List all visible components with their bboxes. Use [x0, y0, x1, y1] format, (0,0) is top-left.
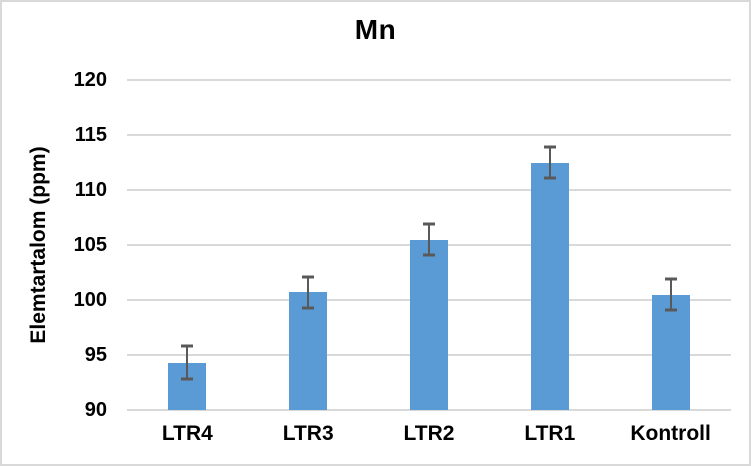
- error-bar-cap: [302, 306, 315, 310]
- error-bar-cap: [181, 344, 194, 348]
- error-bar-line: [669, 279, 672, 310]
- bar-ltr2: [410, 239, 448, 410]
- gridline: [127, 409, 731, 411]
- chart-title: Mn: [354, 14, 397, 45]
- y-tick-label: 110: [74, 179, 107, 201]
- bar-ltr1: [530, 162, 569, 410]
- y-tick-label: 105: [73, 234, 107, 256]
- x-tick-label-ltr4: LTR4: [161, 422, 213, 445]
- error-bar-cap: [423, 222, 435, 226]
- error-bar-cap: [543, 145, 556, 149]
- y-tick-label: 115: [74, 124, 107, 146]
- x-tick-label-ltr3: LTR3: [282, 422, 334, 445]
- y-tick-label: 90: [84, 399, 107, 421]
- gridline: [127, 189, 731, 191]
- error-bar-line: [548, 147, 551, 178]
- error-bar-cap: [302, 275, 315, 279]
- y-tick-label: 120: [73, 69, 107, 91]
- bar-kontroll: [651, 294, 690, 410]
- error-bar-line: [186, 346, 189, 380]
- error-bar-cap: [664, 277, 677, 281]
- error-bar-cap: [181, 377, 194, 381]
- x-tick-label-kontroll: Kontroll: [630, 422, 711, 445]
- x-tick-label-ltr2: LTR2: [403, 422, 455, 445]
- error-bar-line: [307, 276, 310, 308]
- y-tick-label: 100: [73, 289, 107, 311]
- plot-area: [127, 79, 731, 411]
- gridline: [127, 79, 731, 81]
- y-tick-label: 95: [84, 344, 107, 366]
- error-bar-cap: [543, 176, 556, 180]
- bar-ltr3: [289, 292, 328, 410]
- gridline: [127, 134, 731, 136]
- error-bar-cap: [423, 253, 435, 257]
- error-bar-cap: [664, 308, 677, 312]
- error-bar-line: [428, 224, 430, 255]
- x-tick-label-ltr1: LTR1: [524, 422, 576, 445]
